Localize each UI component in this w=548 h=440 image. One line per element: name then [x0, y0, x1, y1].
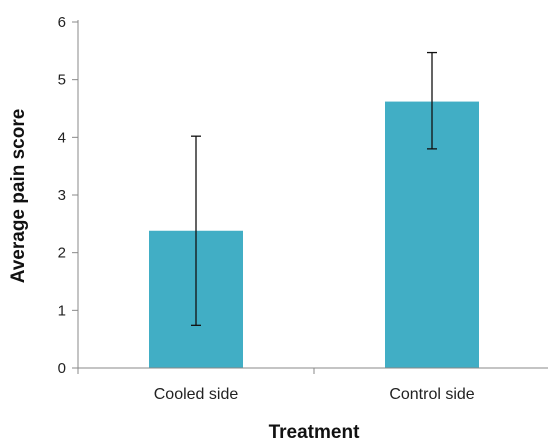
axes-layer: [72, 20, 548, 374]
y-axis-title: Average pain score: [8, 109, 29, 284]
x-axis-title: Treatment: [269, 422, 360, 440]
y-tick-label: 2: [58, 245, 66, 262]
y-tick-label: 1: [58, 302, 66, 319]
y-tick-label: 4: [58, 129, 66, 146]
y-tick-label: 6: [58, 14, 66, 31]
labels-layer: Cooled side Control side 0 1 2 3 4 5 6: [58, 14, 475, 403]
error-bars-layer: [191, 51, 437, 326]
y-tick-label: 5: [58, 72, 66, 89]
x-tick-label: Cooled side: [154, 386, 239, 403]
x-tick-label: Control side: [389, 386, 474, 403]
bars-layer: [149, 101, 479, 368]
y-tick-label: 3: [58, 187, 66, 204]
y-tick-label: 0: [58, 360, 66, 377]
